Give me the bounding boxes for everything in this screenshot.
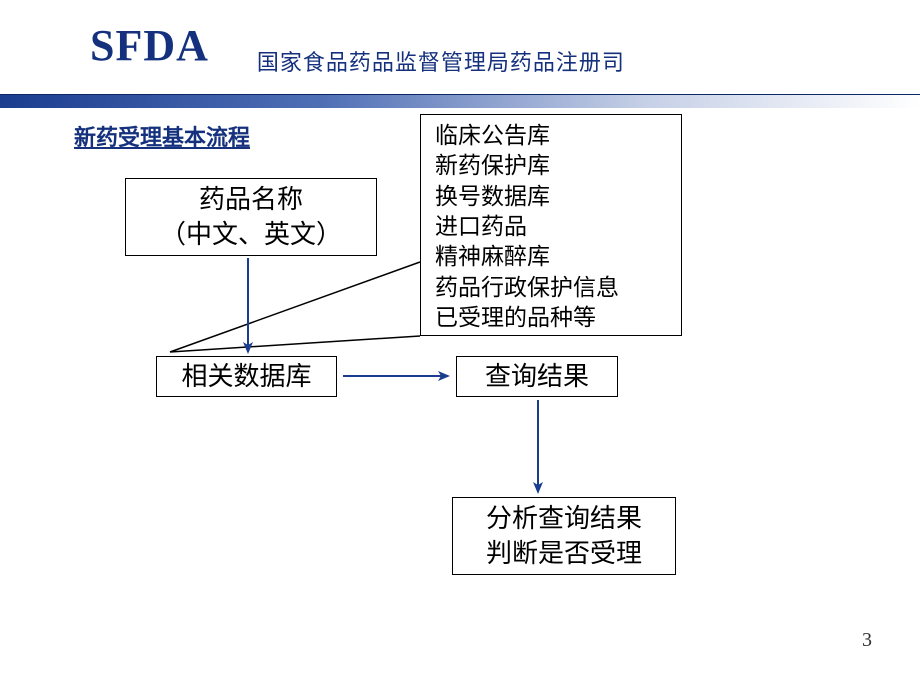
list-item: 进口药品 [435,212,527,242]
list-item: 换号数据库 [435,182,550,212]
flow-node-analysis: 分析查询结果 判断是否受理 [452,497,676,575]
header-subtitle: 国家食品药品监督管理局药品注册司 [257,45,625,77]
node-line-2: （中文、英文） [160,217,342,252]
node-line-2: 判断是否受理 [486,536,642,571]
flow-node-drug-name: 药品名称 （中文、英文） [125,178,377,256]
flow-node-database: 相关数据库 [156,356,337,397]
list-item: 临床公告库 [435,121,550,151]
list-item: 精神麻醉库 [435,242,550,272]
list-item: 药品行政保护信息 [435,273,619,303]
node-label: 相关数据库 [181,359,311,394]
node-line-1: 分析查询结果 [486,501,642,536]
section-title: 新药受理基本流程 [74,120,250,152]
node-line-1: 药品名称 [199,182,303,217]
node-label: 查询结果 [485,359,589,394]
page-number: 3 [862,629,872,652]
header-bar: SFDA 国家食品药品监督管理局药品注册司 [0,0,920,90]
flow-node-results: 查询结果 [456,356,618,397]
logo-text: SFDA [90,20,209,71]
flow-node-listing: 临床公告库 新药保护库 换号数据库 进口药品 精神麻醉库 药品行政保护信息 已受… [420,114,682,336]
slide-content: 新药受理基本流程 药品名称 （中文、英文） 相关数据库 查询结果 分析查询结果 … [0,90,920,672]
list-item: 新药保护库 [435,151,550,181]
list-item: 已受理的品种等 [435,303,596,333]
